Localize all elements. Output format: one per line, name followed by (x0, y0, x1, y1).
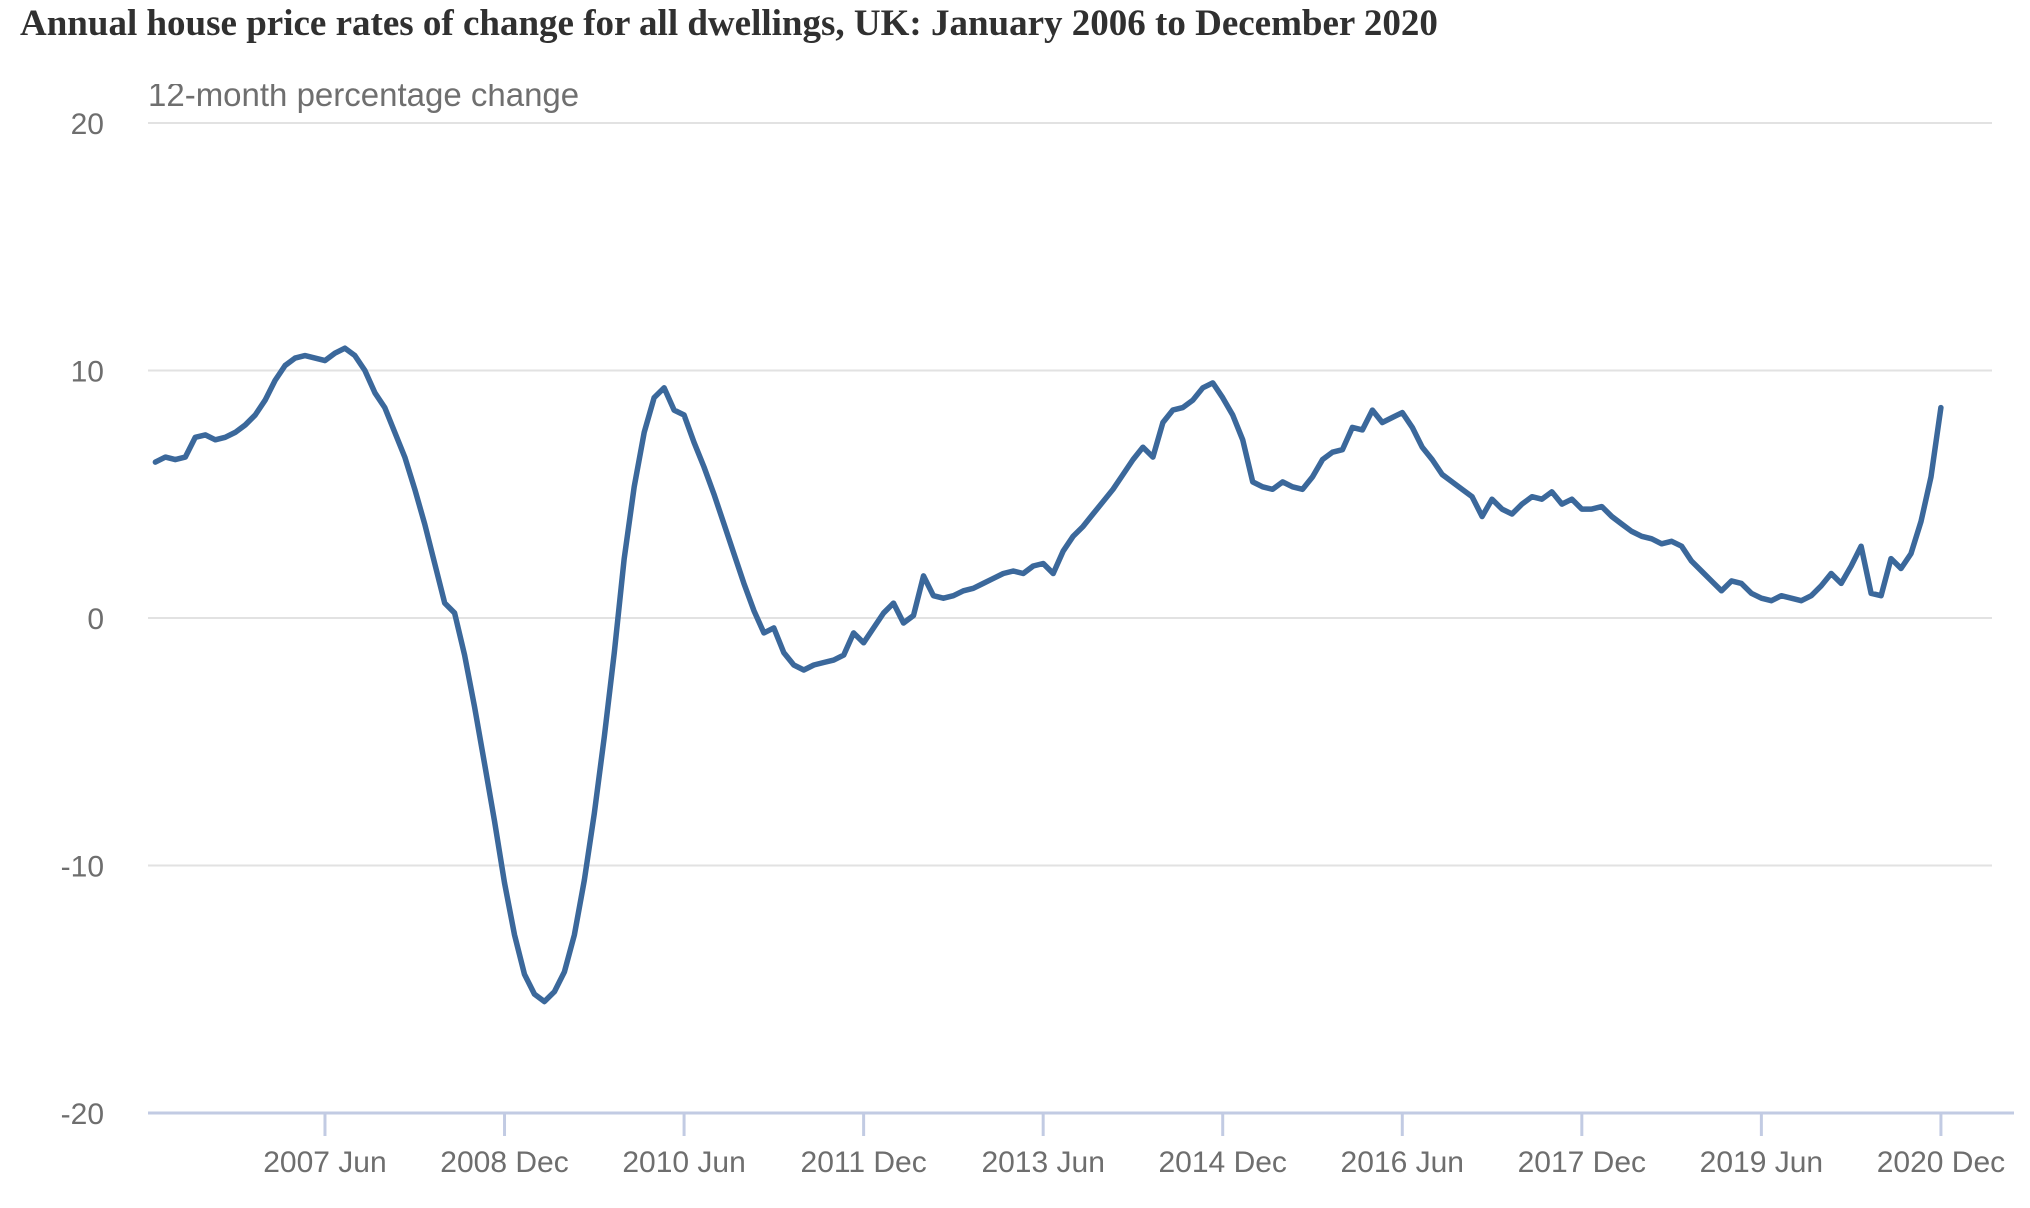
x-tick-label: 2007 Jun (263, 1146, 386, 1179)
x-tick-label: 2010 Jun (622, 1146, 745, 1179)
chart-title: Annual house price rates of change for a… (20, 3, 1438, 44)
x-tick-label: 2013 Jun (981, 1146, 1104, 1179)
x-tick-label: 2017 Dec (1518, 1146, 1646, 1179)
x-tick-label: 2019 Jun (1700, 1146, 1823, 1179)
y-tick-label: 0 (87, 603, 104, 636)
x-tick-label: 2011 Dec (801, 1146, 927, 1179)
y-tick-label: 20 (71, 108, 104, 141)
x-tick-label: 2016 Jun (1341, 1146, 1464, 1179)
house-price-change-line (152, 345, 1944, 1005)
x-tick-label: 2008 Dec (440, 1146, 568, 1179)
x-tick-label: 2014 Dec (1159, 1146, 1287, 1179)
x-tick-label: 2020 Dec (1877, 1146, 2005, 1179)
y-tick-label: -10 (61, 851, 104, 884)
chart-subtitle-text: 12-month percentage change (148, 84, 580, 113)
chart-subtitle: 12-month percentage change (148, 84, 579, 130)
y-tick-label: 10 (71, 356, 104, 389)
y-tick-label: -20 (61, 1098, 104, 1131)
